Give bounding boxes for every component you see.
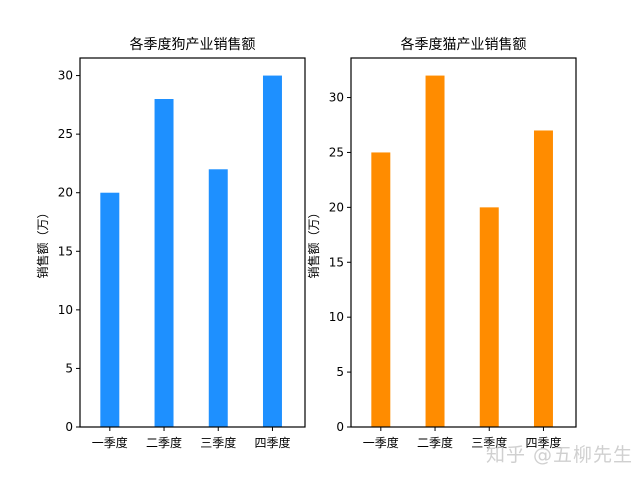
y-tick-label: 30: [58, 69, 73, 83]
bar: [208, 169, 228, 428]
y-tick-label: 30: [329, 91, 344, 105]
x-tick-label: 一季度: [92, 435, 128, 450]
x-tick-label: 二季度: [146, 435, 182, 450]
y-axis-label: 销售额（万）: [35, 206, 50, 278]
x-tick-label: 三季度: [471, 435, 507, 450]
bar: [479, 207, 499, 427]
y-tick-label: 20: [58, 186, 73, 200]
chart-title: 各季度狗产业销售额: [130, 37, 256, 53]
y-tick-label: 0: [336, 420, 344, 434]
y-tick-label: 25: [329, 145, 344, 159]
x-tick-label: 一季度: [363, 435, 399, 450]
bar: [425, 75, 445, 428]
bar: [533, 130, 553, 427]
y-tick-label: 10: [58, 303, 73, 317]
y-tick-label: 0: [65, 420, 73, 434]
bar: [262, 75, 282, 428]
y-tick-label: 5: [336, 365, 344, 379]
bar: [154, 99, 174, 427]
y-tick-label: 25: [58, 127, 73, 141]
x-tick-label: 二季度: [417, 435, 453, 450]
watermark: 知乎 @五柳先生: [486, 444, 634, 466]
y-tick-label: 15: [58, 244, 73, 258]
x-tick-label: 四季度: [525, 435, 561, 450]
chart-title: 各季度猫产业销售额: [401, 37, 527, 53]
bar: [100, 192, 120, 427]
x-tick-label: 四季度: [254, 435, 290, 450]
y-tick-label: 20: [329, 200, 344, 214]
y-tick-label: 5: [65, 361, 73, 375]
bar: [371, 152, 391, 428]
y-axis-label: 销售额（万）: [306, 206, 321, 278]
y-tick-label: 10: [329, 310, 344, 324]
axes-frame: [79, 57, 306, 428]
axes-frame: [350, 57, 577, 428]
y-tick-label: 15: [329, 255, 344, 269]
x-tick-label: 三季度: [200, 435, 236, 450]
